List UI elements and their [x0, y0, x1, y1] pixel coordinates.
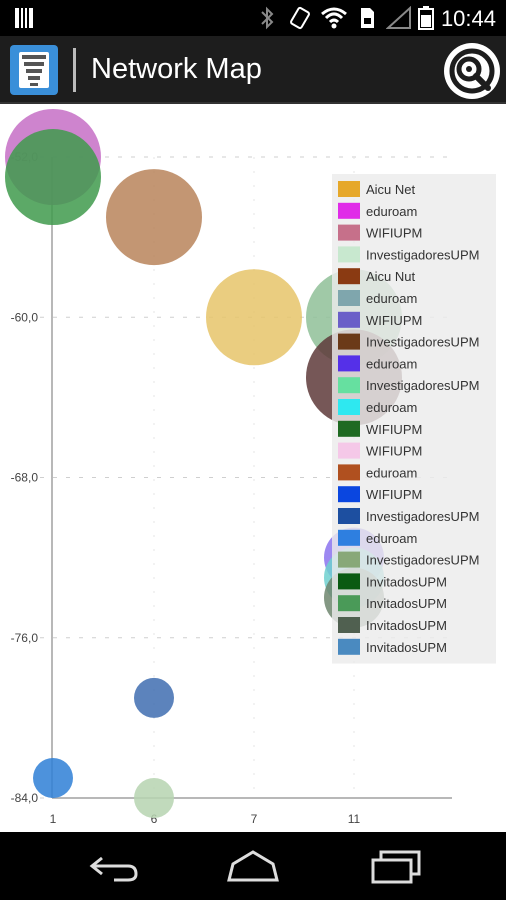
- legend-label: WIFIUPM: [366, 313, 422, 328]
- legend-swatch: [338, 399, 360, 415]
- legend-label: WIFIUPM: [366, 226, 422, 241]
- legend-label: eduroam: [366, 291, 417, 306]
- y-tick-label: -84,0: [11, 791, 39, 805]
- status-bar: 10:44: [0, 0, 506, 36]
- legend-label: eduroam: [366, 400, 417, 415]
- legend-swatch: [338, 464, 360, 481]
- legend-label: WIFIUPM: [366, 444, 422, 459]
- legend-swatch: [338, 355, 360, 372]
- data-point: [134, 778, 174, 818]
- legend-swatch: [338, 595, 360, 612]
- legend-label: InvestigadoresUPM: [366, 509, 479, 524]
- legend-swatch: [338, 420, 360, 437]
- legend-swatch: [338, 333, 360, 350]
- x-tick-label: 1: [50, 812, 57, 826]
- y-tick-label: -60,0: [11, 310, 39, 324]
- legend-swatch: [338, 551, 360, 568]
- wifi-icon: [321, 7, 347, 29]
- legend-swatch: [338, 573, 360, 590]
- legend-label: eduroam: [366, 465, 417, 480]
- legend-label: InvestigadoresUPM: [366, 335, 479, 350]
- legend-label: WIFIUPM: [366, 487, 422, 502]
- legend-swatch: [338, 529, 360, 546]
- legend-label: InvitadosUPM: [366, 640, 447, 655]
- legend-swatch: [338, 311, 360, 328]
- data-point: [206, 269, 302, 366]
- signal-icon: [386, 6, 411, 29]
- data-point: [106, 169, 202, 266]
- scan-button[interactable]: [444, 43, 500, 99]
- legend-label: Aicu Net: [366, 182, 416, 197]
- legend-label: WIFIUPM: [366, 422, 422, 437]
- action-bar: Network Map: [0, 36, 506, 104]
- legend-swatch: [338, 224, 360, 241]
- notification-icon: [15, 8, 33, 28]
- x-tick-label: 7: [251, 812, 258, 826]
- legend-swatch: [338, 617, 360, 633]
- action-bar-divider: [73, 48, 76, 92]
- legend-label: InvitadosUPM: [366, 596, 447, 611]
- rotate-icon: [290, 6, 310, 30]
- legend-label: eduroam: [366, 356, 417, 371]
- recent-apps-icon[interactable]: [367, 846, 427, 886]
- home-icon[interactable]: [223, 846, 283, 886]
- legend-swatch: [338, 486, 360, 503]
- data-point: [5, 129, 101, 226]
- battery-icon: [418, 6, 434, 30]
- legend-label: InvitadosUPM: [366, 618, 447, 633]
- legend-label: Aicu Nut: [366, 269, 416, 284]
- legend-label: eduroam: [366, 531, 417, 546]
- data-point: [134, 677, 174, 718]
- app-icon[interactable]: [10, 45, 58, 95]
- legend-label: InvestigadoresUPM: [366, 378, 479, 393]
- legend-swatch: [338, 181, 360, 197]
- legend-label: eduroam: [366, 204, 417, 219]
- legend-swatch: [338, 246, 360, 263]
- legend-swatch: [338, 442, 360, 459]
- radar-scan-icon: [449, 48, 495, 94]
- wifi-signal-icon: [19, 52, 49, 88]
- legend-swatch: [338, 377, 360, 394]
- legend-swatch: [338, 638, 360, 655]
- sim-card-icon: [361, 8, 374, 28]
- y-tick-label: -68,0: [11, 471, 39, 485]
- x-tick-label: 11: [348, 812, 361, 826]
- data-point: [33, 757, 73, 798]
- legend-swatch: [338, 268, 360, 285]
- legend-swatch: [338, 290, 360, 306]
- legend-swatch: [338, 508, 360, 524]
- legend-swatch: [338, 202, 360, 219]
- status-time: 10:44: [440, 6, 496, 31]
- x-tick-label: 6: [151, 812, 158, 826]
- y-tick-label: -76,0: [11, 631, 39, 645]
- legend-label: InvestigadoresUPM: [366, 553, 479, 568]
- bluetooth-icon: [261, 6, 274, 30]
- legend-label: InvestigadoresUPM: [366, 247, 479, 262]
- page-title: Network Map: [91, 53, 262, 85]
- back-arrow-icon[interactable]: [84, 846, 144, 886]
- navigation-bar: [0, 832, 506, 900]
- legend-label: InvitadosUPM: [366, 574, 447, 589]
